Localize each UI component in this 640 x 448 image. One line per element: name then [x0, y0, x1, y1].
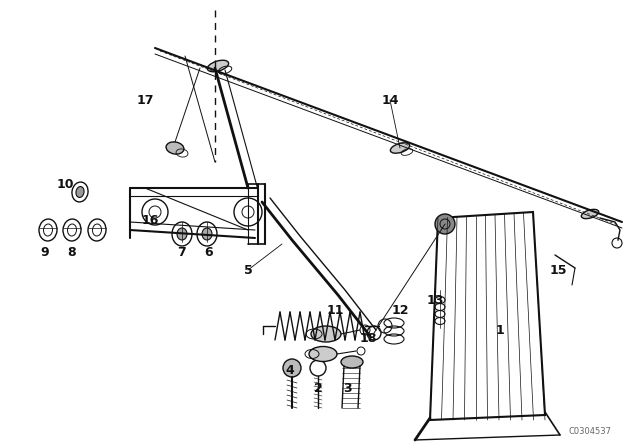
Text: 13: 13 — [426, 293, 444, 306]
Text: 14: 14 — [381, 94, 399, 107]
Text: 1: 1 — [495, 323, 504, 336]
Text: 7: 7 — [177, 246, 186, 258]
Text: 3: 3 — [344, 382, 352, 395]
Ellipse shape — [202, 228, 212, 240]
Text: 2: 2 — [314, 382, 323, 395]
Ellipse shape — [207, 60, 228, 72]
Text: 18: 18 — [359, 332, 377, 345]
Text: 11: 11 — [326, 303, 344, 316]
Ellipse shape — [177, 228, 187, 240]
Text: 16: 16 — [141, 214, 159, 227]
Text: 4: 4 — [285, 363, 294, 376]
Ellipse shape — [390, 143, 410, 153]
Text: 8: 8 — [68, 246, 76, 258]
Text: C0304537: C0304537 — [568, 427, 611, 436]
Ellipse shape — [166, 142, 184, 154]
Ellipse shape — [341, 356, 363, 368]
Ellipse shape — [76, 186, 84, 198]
Ellipse shape — [311, 326, 341, 342]
Text: 5: 5 — [244, 263, 252, 276]
Text: 17: 17 — [136, 94, 154, 107]
Polygon shape — [430, 212, 545, 420]
Circle shape — [283, 359, 301, 377]
Ellipse shape — [581, 209, 598, 219]
Text: 12: 12 — [391, 303, 409, 316]
Text: 10: 10 — [56, 177, 74, 190]
Text: 15: 15 — [549, 263, 567, 276]
Text: 6: 6 — [205, 246, 213, 258]
Ellipse shape — [309, 346, 337, 362]
Text: 9: 9 — [41, 246, 49, 258]
Circle shape — [435, 214, 455, 234]
